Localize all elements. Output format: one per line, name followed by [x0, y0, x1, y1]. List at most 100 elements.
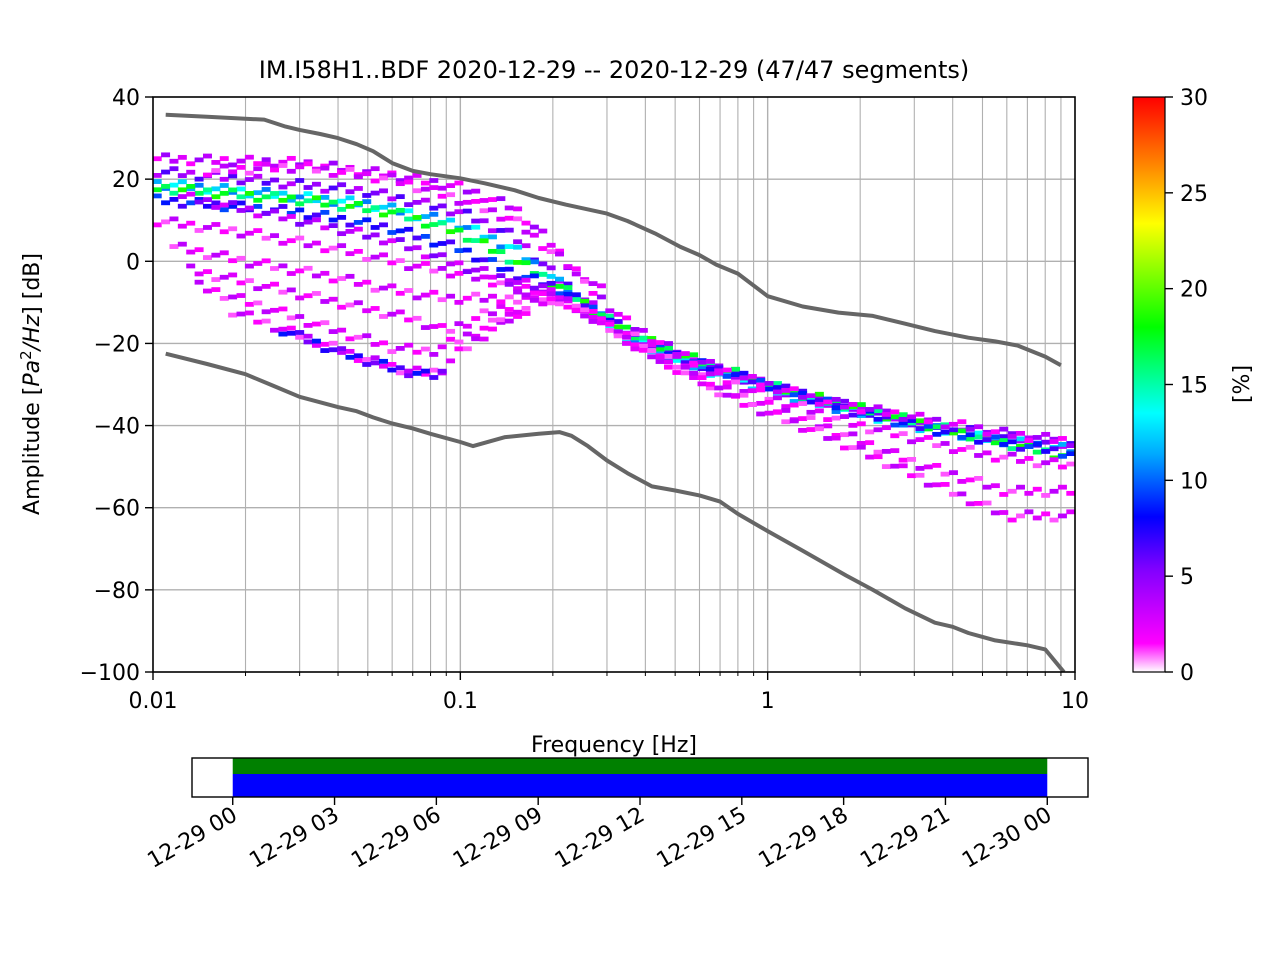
- heatmap-cell: [731, 377, 741, 382]
- heatmap-cell: [605, 328, 615, 333]
- heatmap-cell: [722, 367, 732, 373]
- heatmap-cell: [546, 296, 556, 302]
- heatmap-cell: [320, 209, 330, 215]
- heatmap-cell: [957, 479, 967, 484]
- heatmap-cell: [387, 362, 397, 367]
- heatmap-cell: [907, 456, 917, 462]
- heatmap-cell: [848, 412, 858, 418]
- heatmap-cell: [379, 222, 388, 228]
- heatmap-cell: [429, 205, 439, 211]
- heatmap-cell: [412, 370, 422, 376]
- heatmap-cell: [412, 365, 422, 371]
- heatmap-cell: [798, 416, 808, 421]
- heatmap-cell: [228, 169, 238, 175]
- heatmap-cell: [228, 162, 238, 168]
- timeline-tick-label: 12-29 21: [856, 803, 954, 874]
- heatmap-cell: [404, 266, 414, 272]
- heatmap-cell: [982, 450, 992, 456]
- heatmap-cell: [630, 346, 640, 352]
- heatmap-cell: [479, 297, 489, 303]
- heatmap-cell: [320, 202, 330, 208]
- heatmap-cell: [404, 288, 414, 293]
- heatmap-cell: [814, 426, 824, 432]
- heatmap-cell: [890, 422, 900, 428]
- heatmap-cell: [420, 368, 430, 374]
- heatmap-cell: [496, 196, 506, 202]
- heatmap-cell: [446, 192, 456, 198]
- heatmap-cell: [202, 197, 212, 202]
- heatmap-cell: [915, 418, 925, 424]
- timeline-bar-top: [232, 758, 1048, 774]
- heatmap-cell: [261, 258, 271, 264]
- heatmap-cell: [840, 432, 849, 438]
- heatmap-cell: [236, 164, 246, 170]
- heatmap-cell: [337, 243, 347, 249]
- heatmap-cell: [420, 186, 430, 192]
- heatmap-cell: [605, 324, 615, 330]
- heatmap-cell: [789, 402, 799, 408]
- heatmap-cell: [563, 291, 573, 297]
- heatmap-cell: [161, 200, 171, 206]
- heatmap-cell: [932, 462, 942, 468]
- heatmap-cell: [630, 335, 640, 341]
- heatmap-cell: [362, 308, 372, 314]
- heatmap-cell: [186, 161, 196, 167]
- heatmap-cell: [412, 245, 422, 251]
- heatmap-cell: [772, 381, 782, 386]
- heatmap-cell: [253, 197, 263, 203]
- heatmap-cell: [177, 203, 187, 209]
- heatmap-cell: [655, 346, 665, 352]
- heatmap-cell: [261, 180, 271, 186]
- heatmap-cell: [831, 433, 841, 438]
- heatmap-cell: [404, 373, 414, 379]
- heatmap-cell: [546, 265, 556, 271]
- heatmap-cell: [454, 227, 464, 233]
- heatmap-cell: [890, 448, 900, 454]
- heatmap-cell: [379, 204, 388, 210]
- heatmap-cell: [647, 336, 657, 341]
- heatmap-cell: [689, 370, 699, 376]
- heatmap-cell: [454, 260, 464, 266]
- heatmap-cell: [948, 491, 958, 497]
- heatmap-cell: [638, 347, 648, 353]
- heatmap-cell: [362, 256, 372, 262]
- heatmap-cell: [228, 312, 238, 318]
- heatmap-cell: [228, 187, 238, 193]
- heatmap-cell: [504, 307, 514, 312]
- heatmap-cell: [387, 196, 397, 202]
- heatmap-cell: [689, 375, 699, 380]
- heatmap-cell: [1024, 438, 1034, 443]
- heatmap-cell: [697, 375, 707, 381]
- heatmap-cell: [437, 297, 447, 303]
- heatmap-cell: [1049, 446, 1059, 452]
- heatmap-cell: [479, 218, 489, 224]
- heatmap-cell: [370, 355, 380, 361]
- heatmap-cell: [714, 370, 724, 376]
- heatmap-cell: [337, 198, 347, 204]
- heatmap-cell: [286, 194, 296, 200]
- heatmap-cell: [747, 388, 757, 394]
- heatmap-cell: [789, 392, 799, 398]
- heatmap-cell: [479, 336, 489, 342]
- heatmap-cell: [345, 222, 355, 228]
- heatmap-cell: [345, 348, 355, 354]
- heatmap-cell: [1024, 444, 1034, 449]
- heatmap-cell: [236, 280, 246, 286]
- heatmap-cell: [513, 216, 523, 222]
- heatmap-cell: [295, 201, 305, 207]
- heatmap-cell: [613, 319, 623, 324]
- heatmap-cell: [496, 267, 506, 272]
- heatmap-cell: [479, 266, 489, 271]
- heatmap-cell: [253, 300, 263, 306]
- heatmap-cell: [244, 170, 254, 176]
- heatmap-cell: [890, 414, 900, 420]
- colorbar-tick-label: 5: [1180, 565, 1194, 590]
- heatmap-cell: [571, 307, 581, 313]
- heatmap-cell: [261, 211, 271, 216]
- heatmap-cell: [974, 476, 984, 481]
- heatmap-cell: [873, 408, 883, 414]
- heatmap-cell: [194, 182, 204, 188]
- heatmap-cell: [487, 326, 497, 332]
- heatmap-cell: [303, 339, 313, 345]
- heatmap-cell: [630, 342, 640, 348]
